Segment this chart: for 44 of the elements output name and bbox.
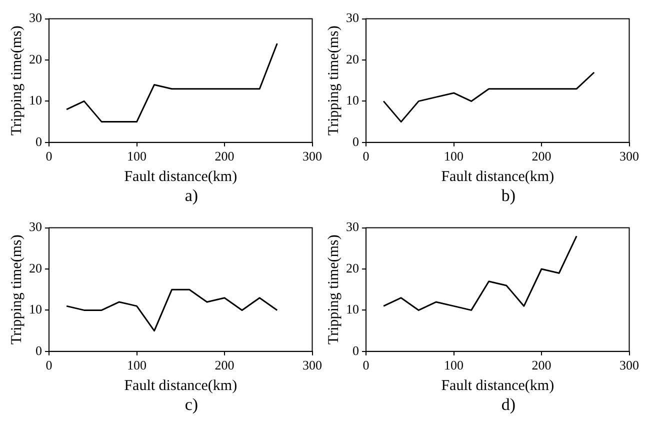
y-tick-label: 0 (352, 134, 359, 149)
x-tick-label: 100 (444, 148, 464, 164)
x-axis-title: Fault distance(km) (124, 378, 238, 394)
x-tick-label: 300 (302, 148, 322, 164)
y-tick-label: 0 (36, 134, 42, 149)
y-tick-label: 30 (346, 10, 359, 26)
x-tick-label: 200 (532, 358, 552, 373)
x-tick-label: 200 (214, 148, 234, 164)
y-axis-title: Tripping time(ms) (326, 26, 342, 136)
x-tick-label: 100 (444, 358, 464, 373)
y-tick-label: 20 (346, 51, 359, 66)
y-tick-label: 0 (352, 342, 359, 358)
x-tick-label: 300 (620, 148, 639, 164)
y-tick-label: 30 (29, 219, 42, 234)
y-tick-label: 10 (29, 92, 42, 108)
y-axis-title: Tripping time(ms) (326, 234, 342, 345)
x-tick-label: 100 (127, 148, 146, 164)
x-tick-label: 0 (362, 148, 370, 164)
y-tick-label: 20 (346, 260, 359, 276)
y-tick-label: 30 (29, 10, 42, 26)
y-tick-label: 10 (346, 302, 359, 317)
x-axis-title: Fault distance(km) (124, 168, 238, 185)
x-tick-label: 0 (46, 358, 52, 373)
y-axis-title: Tripping time(ms) (8, 234, 25, 345)
text: a) (184, 186, 198, 206)
x-tick-label: 0 (362, 358, 370, 373)
y-tick-label: 10 (29, 302, 42, 317)
x-tick-label: 300 (302, 358, 322, 373)
x-axis-title: Fault distance(km) (441, 168, 554, 185)
y-tick-label: 10 (346, 92, 359, 108)
text: d) (500, 395, 516, 415)
y-tick-label: 0 (36, 342, 42, 358)
x-axis-title: Fault distance(km) (441, 378, 554, 394)
x-tick-label: 300 (620, 358, 639, 373)
text: c) (184, 395, 198, 415)
x-tick-label: 0 (46, 148, 52, 164)
x-tick-label: 200 (532, 148, 552, 164)
y-tick-label: 20 (29, 260, 42, 276)
x-tick-label: 200 (214, 358, 234, 373)
y-tick-label: 30 (346, 219, 359, 234)
x-tick-label: 100 (127, 358, 146, 373)
y-axis-title: Tripping time(ms) (8, 26, 25, 136)
text: b) (500, 186, 516, 206)
y-tick-label: 20 (29, 51, 42, 66)
